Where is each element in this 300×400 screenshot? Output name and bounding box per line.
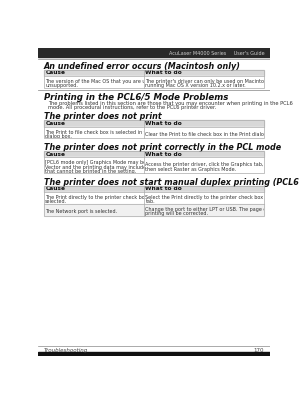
Text: dialog box.: dialog box. [45, 134, 72, 139]
Bar [44, 204, 144, 216]
Text: The printer does not print: The printer does not print [44, 112, 161, 121]
Bar [144, 186, 264, 192]
Text: printing will be corrected.: printing will be corrected. [146, 211, 208, 216]
Text: Change the port to either LPT or USB. The page order for duplex: Change the port to either LPT or USB. Th… [146, 207, 300, 212]
Text: running Mac OS X version 10.2.x or later.: running Mac OS X version 10.2.x or later… [146, 83, 246, 88]
Text: The printer's driver can only be used on Macintosh computers: The printer's driver can only be used on… [146, 79, 298, 84]
Bar [144, 126, 264, 138]
Text: Printing in the PCL6/5 Mode Problems: Printing in the PCL6/5 Mode Problems [44, 94, 228, 102]
Bar [44, 186, 144, 192]
Text: tab.: tab. [146, 199, 155, 204]
Bar [144, 70, 264, 76]
Bar [44, 126, 144, 138]
Text: An undefined error occurs (Macintosh only): An undefined error occurs (Macintosh onl… [44, 62, 241, 71]
Bar [44, 151, 144, 157]
Text: Clear the Print to file check box in the Print dialog box.: Clear the Print to file check box in the… [146, 132, 279, 137]
Bar [38, 352, 270, 356]
Text: Vector and the printing data may include the data: Vector and the printing data may include… [45, 164, 169, 170]
Text: What to do: What to do [146, 121, 182, 126]
Text: Cause: Cause [45, 70, 65, 75]
Bar [144, 204, 264, 216]
Bar [144, 76, 264, 88]
Text: The problems listed in this section are those that you may encounter when printi: The problems listed in this section are … [48, 101, 293, 106]
Text: Cause: Cause [45, 121, 65, 126]
Bar [44, 120, 144, 126]
Text: unsupported.: unsupported. [45, 83, 78, 88]
Bar [44, 76, 144, 88]
Text: that cannot be printed in the setting.: that cannot be printed in the setting. [45, 168, 136, 174]
Text: 170: 170 [253, 348, 264, 353]
Bar [44, 157, 144, 173]
Text: AcuLaser M4000 Series     User's Guide: AcuLaser M4000 Series User's Guide [169, 50, 265, 56]
Bar [44, 186, 264, 216]
Text: What to do: What to do [146, 70, 182, 75]
Text: The version of the Mac OS that you are using is: The version of the Mac OS that you are u… [45, 79, 161, 84]
Text: [PCL6 mode only] Graphics Mode may be set to: [PCL6 mode only] Graphics Mode may be se… [45, 160, 162, 166]
Text: What to do: What to do [146, 152, 182, 156]
Bar [44, 120, 264, 138]
Text: then select Raster as Graphics Mode.: then select Raster as Graphics Mode. [146, 166, 236, 172]
Bar [44, 192, 144, 204]
Bar [44, 151, 264, 173]
Text: The printer does not print correctly in the PCL mode: The printer does not print correctly in … [44, 143, 281, 152]
Text: The Print to file check box is selected in the Print: The Print to file check box is selected … [45, 130, 165, 135]
Text: selected.: selected. [45, 199, 68, 204]
Text: The printer does not start manual duplex printing (PCL6 only): The printer does not start manual duplex… [44, 178, 300, 187]
Text: Troubleshooting: Troubleshooting [44, 348, 88, 353]
Bar [144, 157, 264, 173]
Bar [44, 70, 144, 76]
Bar [144, 151, 264, 157]
Bar [44, 70, 264, 88]
Bar [38, 48, 270, 57]
Text: The Print directly to the printer check box is not: The Print directly to the printer check … [45, 195, 163, 200]
Text: Cause: Cause [45, 152, 65, 156]
Text: What to do: What to do [146, 186, 182, 192]
Text: Select the Print directly to the printer check box on the Details: Select the Print directly to the printer… [146, 195, 299, 200]
Text: Cause: Cause [45, 186, 65, 192]
Bar [144, 192, 264, 204]
Text: Access the printer driver, click the Graphics tab, click Options,: Access the printer driver, click the Gra… [146, 162, 298, 168]
Text: mode. All procedural instructions, refer to the PCL6 printer driver.: mode. All procedural instructions, refer… [48, 105, 217, 110]
Text: The Network port is selected.: The Network port is selected. [45, 209, 117, 214]
Bar [144, 120, 264, 126]
